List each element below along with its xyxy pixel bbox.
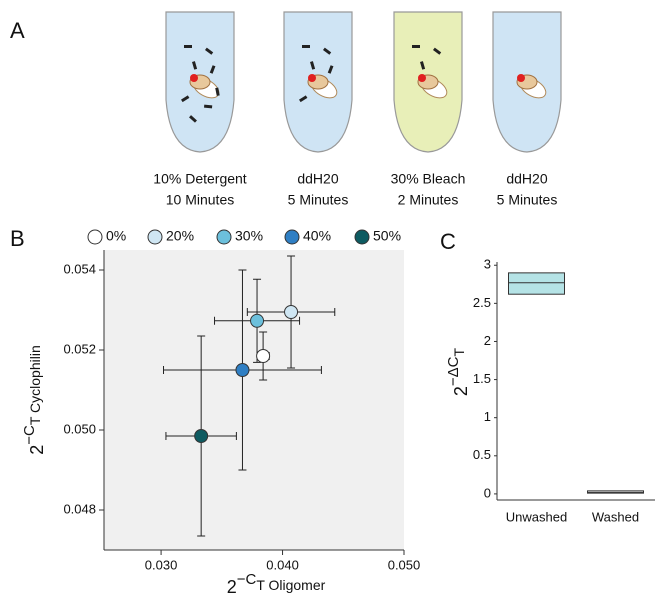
tubes	[165, 11, 562, 153]
bug	[412, 45, 420, 48]
panel-label: C	[440, 229, 456, 254]
y-tick-label: 0.054	[63, 261, 96, 276]
treatment-label: ddH20	[297, 171, 338, 187]
fly-eye	[190, 74, 198, 82]
bug	[192, 61, 198, 70]
x-tick-label: Unwashed	[506, 509, 567, 524]
plot-area	[104, 250, 404, 550]
y-axis-label-sub: T	[451, 347, 467, 356]
bug	[323, 47, 332, 55]
point	[250, 313, 265, 328]
y-axis-label-sub: T Cyclophilin	[27, 345, 43, 425]
y-tick-label: 0.5	[473, 447, 491, 462]
bug	[209, 65, 216, 74]
y-tick-label: 0	[484, 485, 491, 500]
y-tick-label: 1.5	[473, 371, 491, 386]
y-axis-label: 2−CT Cyclophilin	[21, 345, 47, 455]
panel-label: A	[10, 18, 25, 43]
treatment-label: 30% Bleach	[391, 171, 466, 187]
y-tick-label: 2.5	[473, 295, 491, 310]
treatment-label: 5 Minutes	[497, 192, 558, 208]
y-tick-label: 0.052	[63, 341, 96, 356]
fly-eye	[418, 74, 426, 82]
y-axis-label-exp: −C	[21, 425, 38, 445]
y-tick-label: 0.050	[63, 421, 96, 436]
legend-swatch	[147, 229, 163, 245]
x-tick-label: Washed	[592, 509, 639, 524]
y-tick-label: 3	[484, 257, 491, 272]
bug	[310, 61, 316, 70]
treatment-label: 10 Minutes	[166, 192, 234, 208]
treatment-label: 5 Minutes	[288, 192, 349, 208]
x-axis-label-exp: −C	[237, 571, 257, 588]
legend-label: 20%	[166, 228, 194, 244]
y-axis-label-base: 2	[27, 445, 47, 455]
point	[235, 363, 250, 377]
legend-label: 0%	[106, 228, 126, 244]
bug	[184, 45, 192, 48]
y-tick-label: 1	[484, 409, 491, 424]
x-tick-label: 0.050	[388, 557, 421, 572]
bug	[299, 95, 308, 103]
point	[256, 349, 271, 363]
bug	[302, 45, 310, 48]
fly-eye	[308, 74, 316, 82]
point	[284, 305, 299, 319]
fly-eye	[517, 74, 525, 82]
bug	[204, 104, 213, 109]
bug	[189, 115, 197, 123]
legend-label: 30%	[235, 228, 263, 244]
legend-swatch	[354, 229, 370, 245]
legend-swatch	[87, 229, 103, 245]
x-tick-label: 0.040	[266, 557, 299, 572]
x-tick-label: 0.030	[145, 557, 178, 572]
treatment-label: 2 Minutes	[398, 192, 459, 208]
y-axis-label: 2−ΔCT	[445, 347, 471, 396]
legend-swatch	[284, 229, 300, 245]
bug	[433, 47, 442, 55]
y-axis-label-exp: −ΔC	[445, 356, 462, 386]
legend-swatch	[216, 229, 232, 245]
box	[508, 272, 565, 295]
legend-label: 40%	[303, 228, 331, 244]
bug	[420, 61, 426, 70]
bug	[181, 95, 190, 103]
x-axis-label-sub: T Oligomer	[256, 577, 325, 593]
y-tick-label: 2	[484, 333, 491, 348]
point	[194, 429, 209, 443]
x-axis-label-base: 2	[227, 577, 237, 597]
x-axis-label: 2−CT Oligomer	[227, 571, 326, 597]
treatment-label: ddH20	[506, 171, 547, 187]
treatment-label: 10% Detergent	[153, 171, 247, 187]
bug	[327, 65, 334, 74]
panel-label: B	[10, 226, 25, 251]
bug	[215, 87, 220, 96]
y-axis-label-base: 2	[451, 386, 471, 396]
bug	[205, 47, 214, 55]
legend-label: 50%	[373, 228, 401, 244]
y-tick-label: 0.048	[63, 501, 96, 516]
